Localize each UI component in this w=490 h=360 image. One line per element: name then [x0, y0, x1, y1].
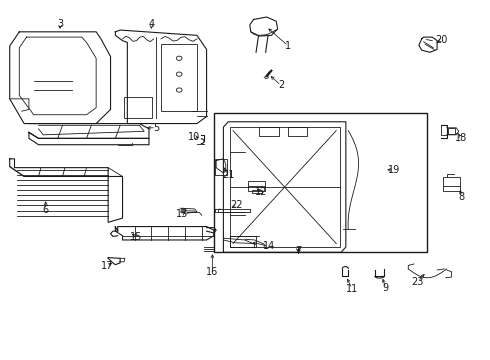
Bar — [123, 97, 152, 118]
Text: 3: 3 — [57, 19, 63, 29]
Text: 5: 5 — [153, 123, 159, 133]
Bar — [259, 127, 279, 136]
Bar — [252, 189, 262, 193]
Bar — [230, 237, 256, 247]
Text: 23: 23 — [412, 276, 424, 287]
Text: 17: 17 — [101, 261, 113, 271]
Text: 14: 14 — [263, 241, 275, 251]
Text: 10: 10 — [188, 132, 200, 142]
Text: 2: 2 — [278, 80, 284, 90]
Text: 1: 1 — [285, 41, 291, 51]
Text: 7: 7 — [295, 246, 302, 256]
Bar — [161, 44, 197, 111]
Bar — [215, 159, 227, 175]
Bar — [248, 181, 265, 190]
Text: 22: 22 — [230, 201, 243, 210]
Text: 18: 18 — [455, 133, 467, 143]
Text: 4: 4 — [148, 19, 154, 29]
Text: 20: 20 — [436, 35, 448, 45]
Text: 11: 11 — [346, 284, 358, 294]
Text: 12: 12 — [255, 187, 268, 197]
Text: 13: 13 — [176, 209, 189, 219]
Text: 9: 9 — [383, 283, 389, 293]
Bar — [214, 113, 427, 252]
Text: 21: 21 — [222, 170, 234, 180]
Text: 8: 8 — [459, 192, 465, 202]
Text: 19: 19 — [388, 165, 400, 175]
Bar — [288, 127, 307, 136]
Bar — [443, 177, 460, 191]
Text: 6: 6 — [43, 205, 49, 215]
Bar — [448, 128, 455, 134]
Text: 16: 16 — [206, 267, 219, 278]
Bar — [441, 125, 447, 135]
Text: 15: 15 — [130, 232, 143, 242]
